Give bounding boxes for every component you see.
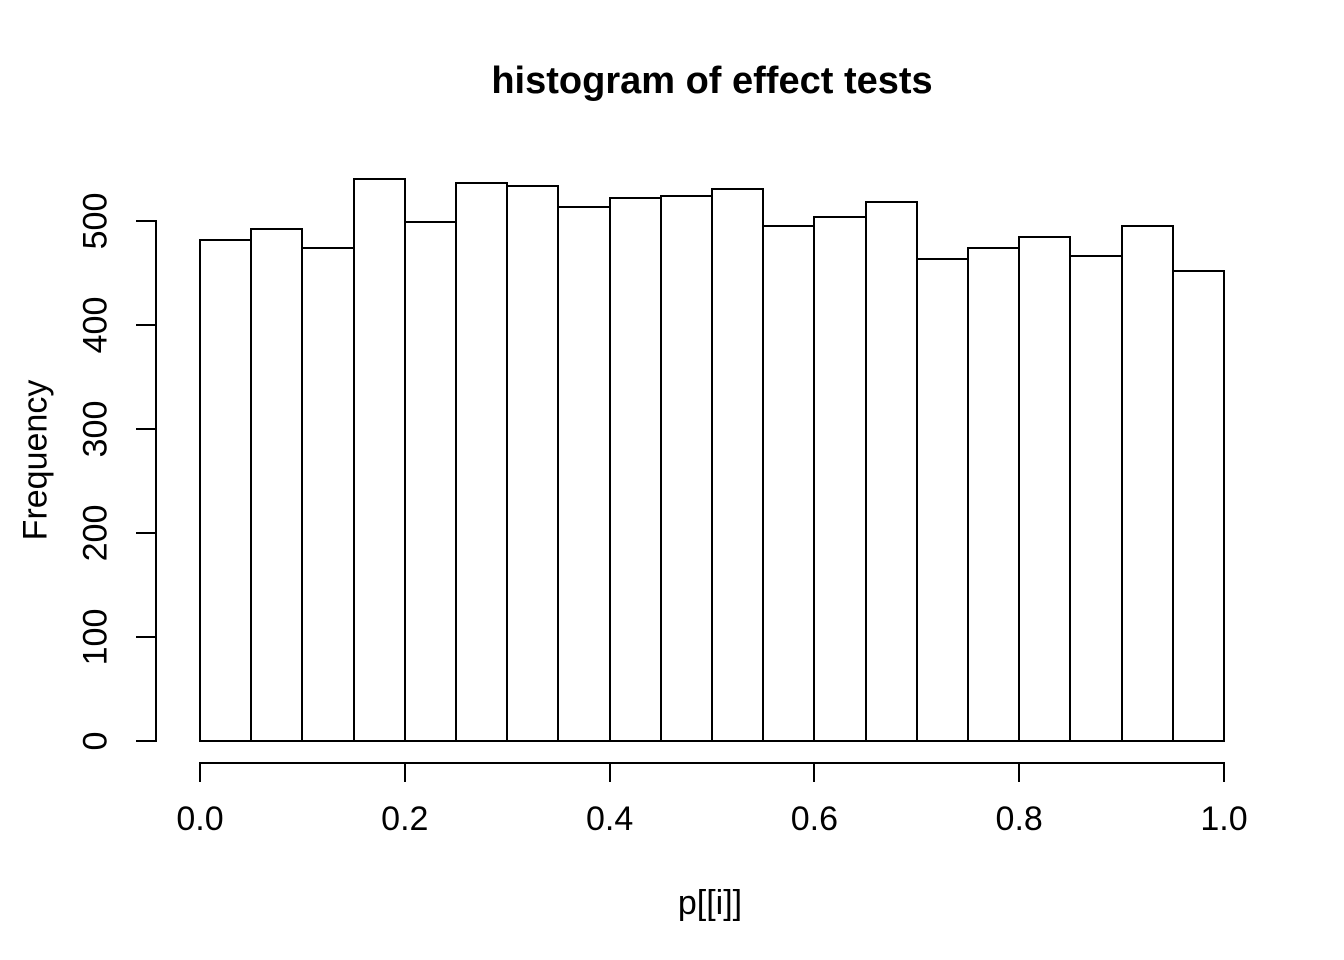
y-tick [136,532,156,534]
histogram-bar [1120,225,1174,742]
histogram-bar [455,181,509,742]
histogram-bar [915,258,969,742]
histogram-bar [608,197,662,742]
x-tick [199,762,201,782]
y-tick-label: 400 [76,296,115,354]
x-axis-title: p[[i]] [677,884,743,922]
y-tick-label: 0 [76,731,115,751]
y-tick [136,740,156,742]
histogram-bar [301,247,355,742]
histogram-bar [352,178,406,742]
y-axis-title: Frequency [16,379,55,541]
x-axis-line [199,762,1225,764]
x-tick-label: 0.6 [790,800,839,838]
chart-title: histogram of effect tests [491,60,933,102]
histogram-bar [659,195,713,742]
histogram-bar [557,206,611,742]
histogram-bar [1171,269,1225,742]
x-tick-label: 0.0 [176,800,224,838]
x-tick [813,762,816,782]
y-tick [136,636,156,638]
histogram-bar [864,201,918,742]
histogram-bar [967,247,1021,742]
x-tick-label: 1.0 [1200,800,1248,838]
histogram-bar [1069,255,1123,742]
y-axis-line [155,220,157,742]
y-tick-label: 300 [76,400,115,458]
histogram-bar [762,225,816,742]
histogram-bar [506,184,560,742]
x-tick-label: 0.8 [995,800,1043,838]
x-tick [403,762,406,782]
x-tick [1018,762,1021,782]
x-tick [608,762,611,782]
histogram-bar [813,215,867,742]
histogram-bar [250,228,304,742]
histogram-bar [1018,235,1072,742]
histogram-bar [199,238,253,742]
y-tick-label: 500 [76,192,115,250]
y-tick-label: 200 [76,504,115,562]
y-tick [136,428,156,430]
histogram-bar [403,221,457,742]
y-tick [136,220,156,222]
x-tick-label: 0.4 [585,800,634,838]
y-tick-label: 100 [76,608,115,666]
x-tick [1223,762,1225,782]
histogram-bar [711,187,765,742]
y-tick [136,324,156,326]
x-tick-label: 0.2 [381,800,429,838]
